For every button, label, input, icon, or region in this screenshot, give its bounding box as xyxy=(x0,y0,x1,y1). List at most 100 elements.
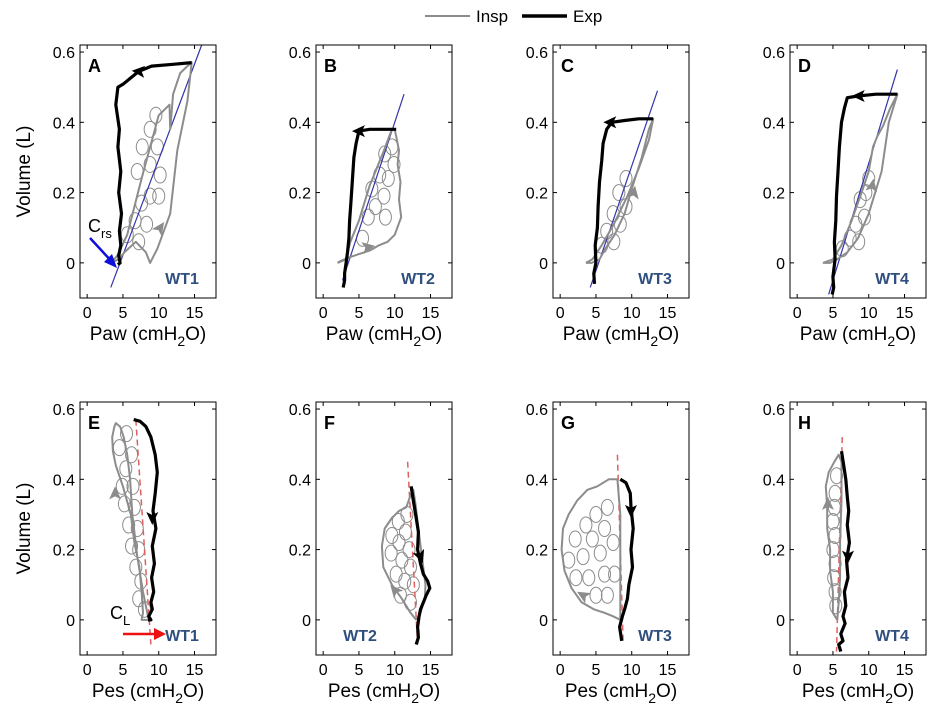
alveolus-circle xyxy=(582,569,596,587)
y-tick-label: 0.4 xyxy=(526,115,548,132)
y-tick-label: 0.2 xyxy=(526,186,548,203)
x-tick-label: 15 xyxy=(422,305,440,322)
insp-direction-arrow xyxy=(151,221,165,237)
alveolus-circle xyxy=(606,534,620,552)
axes-box xyxy=(79,401,217,656)
x-tick-label: 15 xyxy=(659,662,677,679)
y-tick-label: 0.4 xyxy=(289,115,311,132)
y-tick-label: 0 xyxy=(302,613,311,630)
x-tick-label: 10 xyxy=(150,305,168,322)
subject-tag: WT3 xyxy=(638,628,672,645)
insp-direction-arrow-head xyxy=(109,486,122,500)
axes-box xyxy=(315,44,453,299)
x-tick-label: 15 xyxy=(186,305,204,322)
x-tick-label: 15 xyxy=(896,662,914,679)
crs-arrow-head xyxy=(104,254,117,268)
panels: 0 5 10 15 0 0.2 0.4 0.6 A WT1 Paw (cmH2O) Volume (L… xyxy=(14,44,927,706)
subject-tag: WT4 xyxy=(875,271,909,288)
x-tick-label: 15 xyxy=(186,662,204,679)
x-tick-label: 10 xyxy=(860,305,878,322)
y-tick-label: 0.2 xyxy=(763,543,785,560)
x-tick-label: 5 xyxy=(591,662,600,679)
cl-dashed-line xyxy=(135,419,152,645)
alveolus-circle xyxy=(569,569,583,587)
x-axis-label: Paw (cmH2O) xyxy=(326,324,443,349)
y-tick-label: 0.2 xyxy=(763,186,785,203)
y-tick-label: 0.4 xyxy=(53,115,75,132)
exp-direction-arrow-head xyxy=(412,548,425,564)
alveolus-circle xyxy=(830,467,844,485)
y-tick-label: 0.6 xyxy=(53,402,75,419)
alveolus-circle xyxy=(828,484,842,502)
axes-box xyxy=(79,44,217,299)
exp-direction-arrow xyxy=(841,550,854,564)
alveolus-circle xyxy=(368,198,382,216)
insp-direction-arrow xyxy=(361,242,376,254)
exp-loop-line xyxy=(133,418,159,622)
insp-direction-arrow-head xyxy=(151,221,165,237)
alveolus-circle xyxy=(585,530,599,548)
cl-dashed-line xyxy=(406,461,419,645)
y-tick-label: 0.2 xyxy=(526,543,548,560)
panel-f: 0 5 10 15 0 0.2 0.4 0.6 F WT2 Pes (cmH2O) xyxy=(289,401,453,706)
alveolus-circle xyxy=(378,208,392,226)
y-axis-label: Volume (L) xyxy=(14,483,35,575)
insp-direction-arrow xyxy=(865,178,878,193)
axes-box xyxy=(315,401,453,656)
panel-letter: H xyxy=(798,413,811,433)
x-tick-label: 0 xyxy=(793,305,802,322)
panel-letter: B xyxy=(324,56,337,76)
alveolus-circle xyxy=(119,460,133,478)
alveolus-circle xyxy=(152,187,166,205)
insp-loop-line xyxy=(111,422,150,621)
alveolus-circle xyxy=(619,170,633,188)
annotations: Crs CL xyxy=(88,216,166,640)
y-tick-label: 0 xyxy=(539,256,548,273)
y-tick-label: 0.6 xyxy=(763,402,785,419)
alveolus-circle xyxy=(829,597,843,615)
alveolus-circle xyxy=(398,523,412,541)
panel-d: 0 5 10 15 0 0.2 0.4 0.6 D WT4 Paw (cmH2O) xyxy=(763,44,927,349)
alveolus-circle xyxy=(143,155,157,173)
y-tick-label: 0 xyxy=(66,256,75,273)
axes-box xyxy=(789,44,927,299)
y-tick-label: 0.2 xyxy=(289,186,311,203)
x-tick-label: 5 xyxy=(354,662,363,679)
insp-direction-arrow-head xyxy=(361,242,376,254)
x-tick-label: 10 xyxy=(860,662,878,679)
x-tick-label: 5 xyxy=(828,305,837,322)
x-tick-label: 0 xyxy=(83,305,92,322)
panel-b: 0 5 10 15 0 0.2 0.4 0.6 B WT2 Paw (cmH2O) xyxy=(289,44,453,349)
alveolus-circle xyxy=(361,208,375,226)
y-tick-label: 0 xyxy=(66,613,75,630)
x-tick-label: 0 xyxy=(319,305,328,322)
subject-tag: WT3 xyxy=(638,271,672,288)
subject-tag: WT4 xyxy=(875,628,909,645)
exp-direction-arrow-head xyxy=(851,89,865,102)
x-tick-label: 10 xyxy=(386,305,404,322)
exp-direction-arrow xyxy=(412,548,425,564)
insp-direction-arrow-head xyxy=(865,178,878,193)
panel-e: 0 5 10 15 0 0.2 0.4 0.6 E WT1 Pes (cmH2O) Volume (L… xyxy=(14,401,217,706)
exp-direction-arrow xyxy=(351,125,365,138)
alveolus-circle xyxy=(132,233,146,251)
alveolus-circle xyxy=(130,520,144,537)
panel-letter: E xyxy=(88,413,100,433)
x-tick-label: 10 xyxy=(386,662,404,679)
alveolus-circle xyxy=(568,530,582,548)
x-tick-label: 15 xyxy=(659,305,677,322)
x-axis-label: Paw (cmH2O) xyxy=(563,324,680,349)
crs-fit-line xyxy=(110,44,203,288)
alveolus-circle xyxy=(598,565,612,583)
alveolus-circle xyxy=(115,477,129,495)
x-tick-label: 0 xyxy=(556,305,565,322)
alveolus-circle xyxy=(377,187,391,205)
panel-letter: F xyxy=(324,413,335,433)
x-tick-label: 15 xyxy=(896,305,914,322)
exp-direction-arrow xyxy=(146,511,159,525)
x-tick-label: 5 xyxy=(118,305,127,322)
x-tick-label: 5 xyxy=(118,662,127,679)
alveolus-circle xyxy=(612,184,626,202)
alveolus-circle xyxy=(598,520,612,537)
insp-direction-arrow xyxy=(821,496,834,510)
